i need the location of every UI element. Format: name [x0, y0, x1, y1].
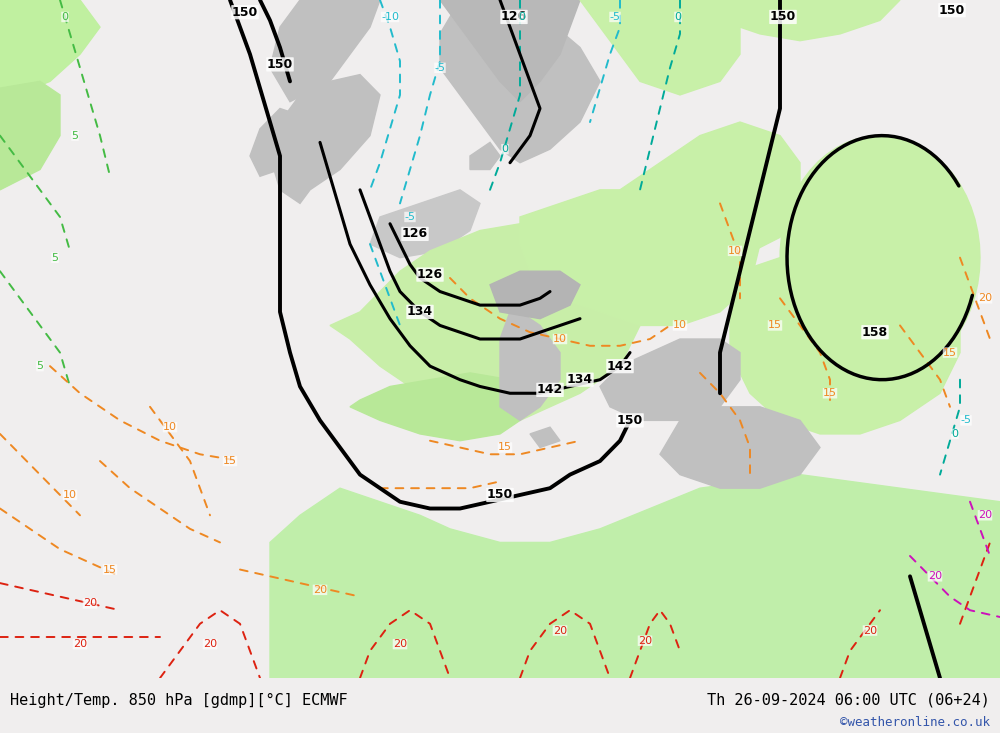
- Text: 15: 15: [223, 456, 237, 466]
- Text: 150: 150: [770, 10, 796, 23]
- Text: 20: 20: [203, 639, 217, 649]
- Text: 10: 10: [673, 320, 687, 331]
- Text: 0: 0: [502, 144, 509, 154]
- Text: 15: 15: [103, 564, 117, 575]
- Polygon shape: [0, 0, 100, 102]
- Text: 134: 134: [407, 306, 433, 318]
- Text: 150: 150: [939, 4, 965, 17]
- Text: 150: 150: [232, 6, 258, 19]
- Text: 15: 15: [943, 347, 957, 358]
- Text: 150: 150: [487, 488, 513, 501]
- Polygon shape: [0, 81, 60, 190]
- Text: 20: 20: [73, 639, 87, 649]
- Text: 10: 10: [163, 422, 177, 432]
- Text: 126: 126: [501, 10, 527, 23]
- Polygon shape: [270, 475, 1000, 678]
- Text: 126: 126: [417, 268, 443, 281]
- Text: 20: 20: [553, 625, 567, 636]
- Text: 15: 15: [823, 388, 837, 398]
- Polygon shape: [270, 75, 380, 204]
- Text: 158: 158: [862, 325, 888, 339]
- Text: -10: -10: [381, 12, 399, 22]
- Text: 142: 142: [537, 383, 563, 397]
- Text: 126: 126: [402, 227, 428, 240]
- Text: -5: -5: [404, 212, 416, 222]
- Text: 142: 142: [607, 360, 633, 372]
- Text: 15: 15: [498, 443, 512, 452]
- Text: -5: -5: [960, 416, 972, 425]
- Text: 20: 20: [638, 636, 652, 646]
- Polygon shape: [370, 190, 480, 258]
- Text: 10: 10: [553, 334, 567, 344]
- Polygon shape: [350, 373, 530, 441]
- Text: 134: 134: [567, 373, 593, 386]
- Text: 0: 0: [518, 12, 526, 22]
- Polygon shape: [680, 0, 900, 40]
- Text: 5: 5: [72, 130, 78, 141]
- Polygon shape: [330, 224, 640, 420]
- Polygon shape: [620, 122, 800, 271]
- Text: 0: 0: [952, 429, 958, 439]
- Text: Height/Temp. 850 hPa [gdmp][°C] ECMWF: Height/Temp. 850 hPa [gdmp][°C] ECMWF: [10, 693, 348, 707]
- Polygon shape: [520, 190, 760, 325]
- Text: 10: 10: [63, 490, 77, 500]
- Polygon shape: [490, 271, 580, 319]
- Text: 0: 0: [62, 12, 68, 22]
- Polygon shape: [250, 108, 300, 177]
- Text: 5: 5: [36, 361, 44, 371]
- Text: 15: 15: [768, 320, 782, 331]
- Polygon shape: [660, 407, 820, 488]
- Polygon shape: [470, 142, 500, 169]
- Text: 5: 5: [52, 253, 58, 262]
- Text: 20: 20: [978, 510, 992, 520]
- Text: -5: -5: [610, 12, 620, 22]
- Polygon shape: [730, 237, 960, 434]
- Polygon shape: [270, 0, 380, 102]
- Text: 20: 20: [978, 293, 992, 303]
- Text: 0: 0: [674, 12, 682, 22]
- Text: 20: 20: [83, 598, 97, 608]
- Polygon shape: [530, 427, 560, 447]
- Text: 20: 20: [393, 639, 407, 649]
- Polygon shape: [440, 0, 600, 163]
- Text: 20: 20: [313, 585, 327, 595]
- Text: Th 26-09-2024 06:00 UTC (06+24): Th 26-09-2024 06:00 UTC (06+24): [707, 693, 990, 707]
- Polygon shape: [780, 136, 980, 380]
- Text: -5: -5: [434, 63, 446, 73]
- Text: 20: 20: [928, 571, 942, 581]
- Polygon shape: [440, 0, 580, 102]
- Polygon shape: [580, 0, 740, 95]
- Polygon shape: [600, 339, 740, 420]
- Text: 10: 10: [728, 246, 742, 256]
- Text: 20: 20: [863, 625, 877, 636]
- Text: 150: 150: [267, 58, 293, 71]
- Text: 150: 150: [617, 414, 643, 427]
- Polygon shape: [500, 312, 560, 420]
- Text: ©weatheronline.co.uk: ©weatheronline.co.uk: [840, 715, 990, 729]
